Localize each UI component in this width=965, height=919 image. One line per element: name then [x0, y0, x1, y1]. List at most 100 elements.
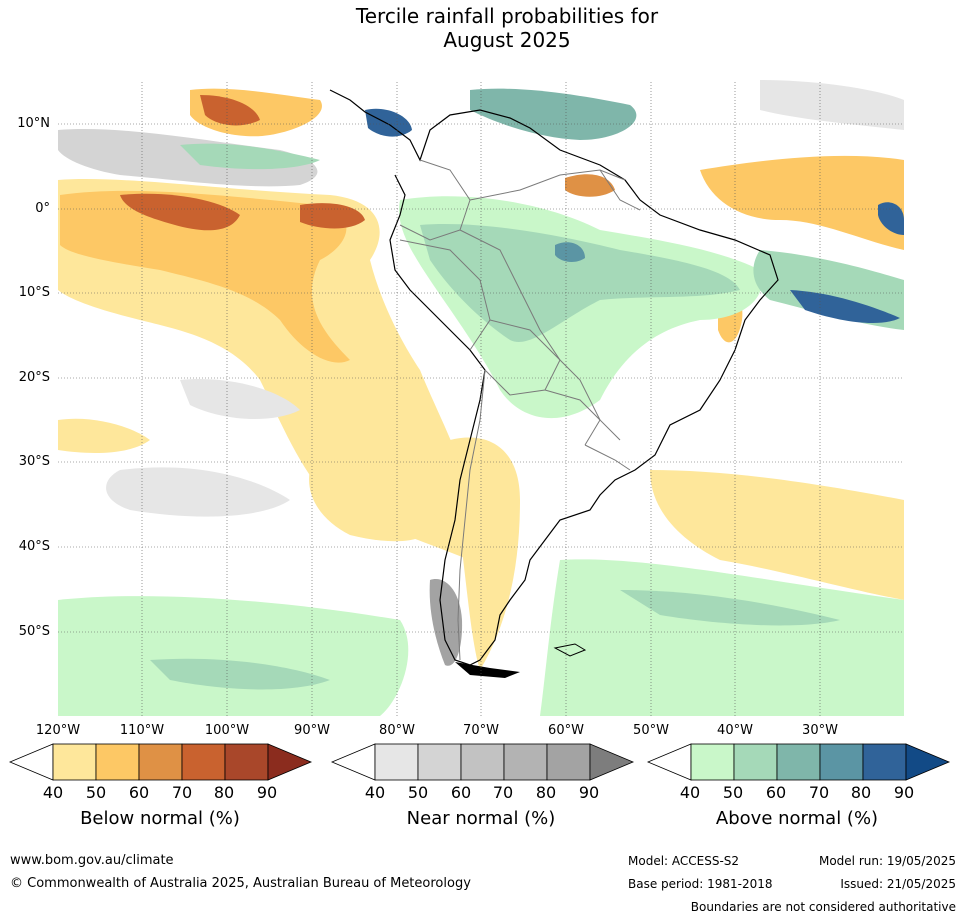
below-region-pacific-strong-2 [300, 203, 365, 229]
base-period: Base period: 1981-2018 [628, 877, 773, 891]
above-tick-50: 50 [722, 783, 744, 802]
title-line-1: Tercile rainfall probabilities for [355, 4, 659, 28]
above-tick-80: 80 [850, 783, 872, 802]
below-region-southeast-pacific [58, 418, 150, 453]
near-bar-high-end [589, 743, 635, 781]
above-region-caribbean-strong [365, 108, 412, 137]
below-tick-70: 70 [171, 783, 193, 802]
boundary-argentina-chile [457, 369, 486, 661]
above-region-south-pacific [58, 596, 409, 716]
south-america-coastline [329, 89, 779, 666]
lat-label-0: 0° [35, 201, 50, 216]
near-bar-bin-4 [503, 743, 548, 781]
lon-label-50w: 50°W [633, 723, 669, 738]
above-normal-regions [58, 88, 904, 716]
below-bar-high-end [267, 743, 313, 781]
map-frame [58, 80, 904, 716]
below-region-south-atlantic [650, 470, 904, 600]
copyright-text: © Commonwealth of Australia 2025, Austra… [10, 876, 471, 891]
boundary-brazil-west [459, 229, 621, 441]
near-bar-bin-1 [374, 743, 419, 781]
above-normal-title: Above normal (%) [715, 808, 879, 829]
lat-label-30s: 30°S [18, 454, 50, 469]
above-region-south-atlantic-mid [620, 590, 840, 626]
below-bar-bin-1 [52, 743, 97, 781]
near-normal-regions [58, 80, 904, 666]
near-tick-60: 60 [450, 783, 472, 802]
above-bar-high-end [905, 743, 951, 781]
boundary-paraguay [544, 389, 601, 446]
above-tick-90: 90 [893, 783, 915, 802]
near-tick-80: 80 [535, 783, 557, 802]
below-region-pacific-south [309, 470, 440, 542]
below-region-atlantic-north [700, 155, 904, 250]
below-normal-title: Below normal (%) [80, 808, 240, 829]
boundary-guianas [599, 169, 641, 211]
above-region-amazon-strong [555, 242, 585, 262]
legend-bars [8, 743, 951, 781]
below-tick-90: 90 [256, 783, 278, 802]
near-tick-50: 50 [407, 783, 429, 802]
near-bar-bin-2 [417, 743, 462, 781]
lon-label-30w: 30°W [802, 723, 838, 738]
near-region-north-pacific [58, 129, 318, 187]
boundary-uruguay [584, 444, 631, 471]
below-tick-50: 50 [85, 783, 107, 802]
falkland-islands [553, 643, 587, 657]
lat-label-10n: 10°N [17, 116, 50, 131]
below-bar-bin-3 [138, 743, 183, 781]
above-region-atlantic-east [878, 202, 904, 235]
above-bar-bin-2 [733, 743, 778, 781]
above-bar-low-end [646, 743, 692, 781]
lon-label-100w: 100°W [204, 723, 250, 738]
lon-label-120w: 120°W [35, 723, 81, 738]
country-boundaries [399, 159, 641, 661]
model-name: Model: ACCESS-S2 [628, 854, 740, 868]
lon-label-40w: 40°W [717, 723, 753, 738]
near-region-mid-pacific [180, 379, 300, 420]
above-tick-40: 40 [679, 783, 701, 802]
above-region-amazon-core [420, 224, 740, 342]
model-run-date: Model run: 19/05/2025 [818, 854, 956, 868]
lat-label-40s: 40°S [18, 539, 50, 554]
near-bar-bin-3 [460, 743, 505, 781]
website-link[interactable]: www.bom.gov.au/climate [10, 853, 174, 868]
title-line-2: August 2025 [443, 28, 571, 52]
below-bar-bin-5 [224, 743, 269, 781]
below-region-venezuela [565, 174, 615, 197]
map-title: Tercile rainfall probabilities for Augus… [0, 4, 965, 52]
below-tick-40: 40 [42, 783, 64, 802]
lat-label-10s: 10°S [18, 285, 50, 300]
above-tick-60: 60 [765, 783, 787, 802]
near-region-atlantic [760, 80, 904, 130]
below-bar-bin-2 [95, 743, 140, 781]
lon-label-110w: 110°W [119, 723, 165, 738]
above-region-equatorial-atlantic-strong [790, 290, 900, 324]
near-tick-90: 90 [578, 783, 600, 802]
near-tick-40: 40 [364, 783, 386, 802]
below-bar-bin-4 [181, 743, 226, 781]
above-region-pacific-strip [180, 143, 320, 170]
above-tick-70: 70 [808, 783, 830, 802]
near-bar-bin-5 [546, 743, 591, 781]
above-bar-bin-4 [819, 743, 864, 781]
near-normal-title: Near normal (%) [406, 808, 556, 829]
below-bar-low-end [8, 743, 54, 781]
above-bar-bin-1 [690, 743, 735, 781]
below-tick-60: 60 [128, 783, 150, 802]
above-region-south-atlantic [540, 559, 904, 716]
near-tick-70: 70 [492, 783, 514, 802]
below-region-east-pacific [58, 178, 480, 561]
lon-label-70w: 70°W [463, 723, 499, 738]
above-region-caribbean [470, 88, 637, 140]
below-region-pacific-core [60, 190, 350, 363]
near-region-patagonia [429, 579, 463, 666]
boundary-venezuela [469, 169, 626, 201]
gridlines [58, 82, 904, 716]
above-region-southern-pacific-mid [150, 658, 330, 690]
boundary-colombia [399, 159, 471, 241]
lon-label-60w: 60°W [548, 723, 584, 738]
lon-label-90w: 90°W [294, 723, 330, 738]
near-bar-low-end [330, 743, 376, 781]
